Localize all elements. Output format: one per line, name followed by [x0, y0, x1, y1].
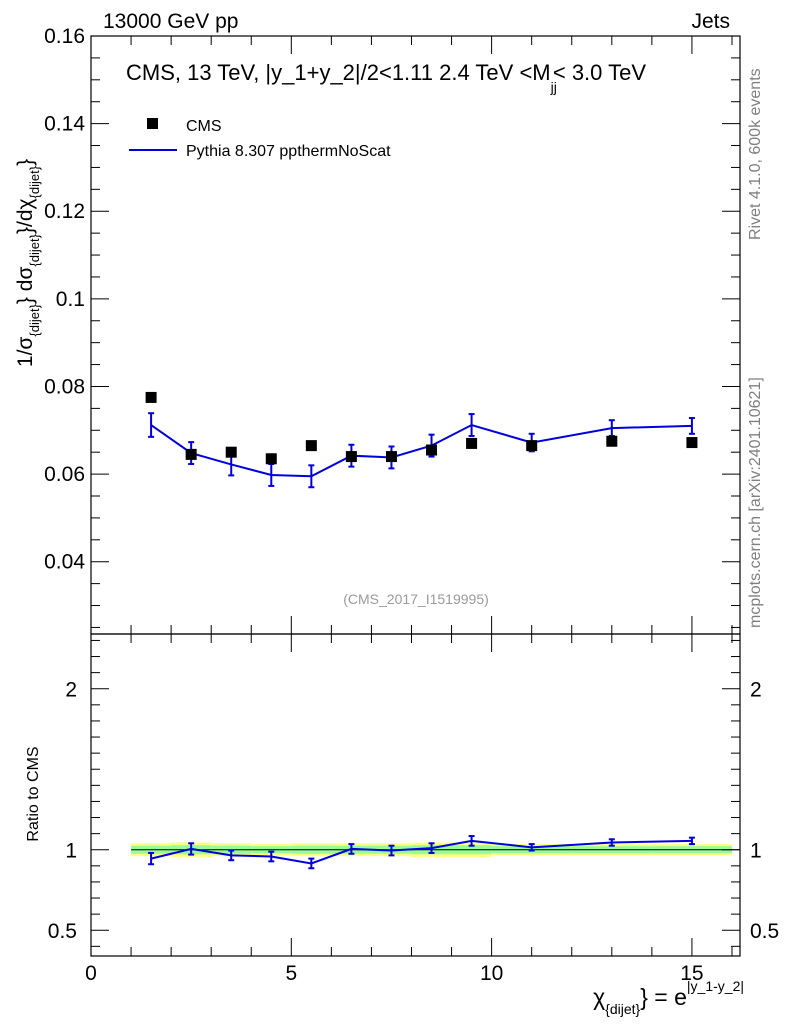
data-point: [305, 440, 317, 452]
y-tick-label: 0.1: [56, 288, 85, 311]
ratio-marks: [148, 835, 695, 870]
chart-title: CMS, 13 TeV, |y_1+y_2|/2<1.11 2.4 TeV <M…: [126, 60, 646, 95]
data-point: [606, 435, 618, 447]
y-tick-label: 0.04: [44, 551, 85, 574]
mcplots-label: mcplots.cern.ch [arXiv:2401.10621]: [747, 377, 764, 628]
main-ticks: [90, 35, 740, 634]
legend-label-cms: CMS: [186, 118, 222, 135]
data-point: [225, 446, 237, 458]
data-point: [145, 391, 157, 403]
ratio-ylabel: Ratio to CMS: [25, 746, 42, 841]
ylabel-part-sub: {dijet}: [27, 303, 42, 336]
ylabel-part: 1/σ: [14, 337, 37, 368]
x-tick-label: 15: [680, 962, 703, 985]
legend-marker-cms: [147, 118, 158, 129]
y-tick-label-right: 0.5: [750, 920, 779, 943]
legend-label-mc: Pythia 8.307 ppthermNoScat: [186, 143, 391, 160]
header-left: 13000 GeV pp: [103, 10, 238, 33]
y-tick-label-right: 2: [750, 679, 762, 702]
y-tick-label: 0.06: [44, 463, 85, 486]
y-tick-label: 0.5: [48, 920, 77, 943]
xlabel-main: χ: [593, 984, 605, 1010]
chart-title-sub: jj: [550, 79, 557, 95]
chart-title-main: CMS, 13 TeV, |y_1+y_2|/2<1.11 2.4 TeV <M: [126, 60, 551, 85]
ratio-xtick-labels: 0 5 10 15: [85, 962, 703, 985]
y-tick-label: 0.14: [44, 113, 85, 136]
ylabel-part: }/dχ: [14, 198, 37, 234]
y-tick-label: 0.08: [44, 375, 85, 398]
ylabel-part-sub: {dijet}: [27, 165, 42, 198]
legend: CMS Pythia 8.307 ppthermNoScat: [129, 118, 391, 160]
mc-line: [150, 423, 692, 478]
xlabel-eq: } = e: [640, 984, 687, 1010]
ratio-ytick-labels: 0.5 0.5 1 1 2 2: [48, 679, 779, 944]
main-panel: 0.04 0.06 0.08 0.1 0.12 0.14 0.16 (CMS_2017_I1…: [14, 25, 741, 635]
data-point: [466, 437, 478, 449]
data-point: [345, 451, 357, 463]
chart-title-end: < 3.0 TeV: [553, 60, 646, 85]
y-tick-label: 0.12: [44, 200, 85, 223]
data-point: [185, 448, 197, 460]
y-tick-label: 1: [65, 840, 77, 863]
data-point: [526, 440, 538, 452]
main-ylabel: 1/σ{dijet}} dσ{dijet}}/dχ{dijet}}: [14, 159, 42, 367]
ylabel-part: }: [14, 159, 37, 166]
main-marks: [145, 391, 698, 489]
ratio-frame: [90, 633, 741, 957]
rivet-label: Rivet 4.1.0, 600k events: [747, 68, 764, 240]
ylabel-part-sub: {dijet}: [27, 233, 42, 266]
x-tick-label: 10: [480, 962, 503, 985]
y-tick-label: 2: [65, 679, 77, 702]
ratio-line: [150, 839, 692, 865]
y-tick-label-right: 1: [750, 840, 762, 863]
y-tick-label: 0.16: [44, 25, 85, 48]
xlabel-sub: {dijet}: [605, 1001, 640, 1017]
data-point: [385, 451, 397, 463]
ratio-ticks: [90, 634, 740, 956]
ratio-panel: 0.5 0.5 1 1 2 2 0 5 10 15 Ratio to CMS χ{dijet}}…: [25, 633, 779, 1017]
watermark: (CMS_2017_I1519995): [343, 591, 489, 607]
ylabel-part: } dσ: [14, 267, 37, 305]
x-tick-label: 0: [85, 962, 97, 985]
xlabel-sup: |y_1-y_2|: [687, 978, 744, 994]
x-axis-label: χ{dijet}} = e|y_1-y_2|: [593, 978, 744, 1017]
data-point: [686, 437, 698, 449]
data-point: [426, 444, 438, 456]
main-ytick-labels: 0.04 0.06 0.08 0.1 0.12 0.14 0.16: [44, 25, 85, 574]
x-tick-label: 5: [285, 962, 297, 985]
data-point: [265, 453, 277, 465]
header-right: Jets: [691, 10, 730, 33]
